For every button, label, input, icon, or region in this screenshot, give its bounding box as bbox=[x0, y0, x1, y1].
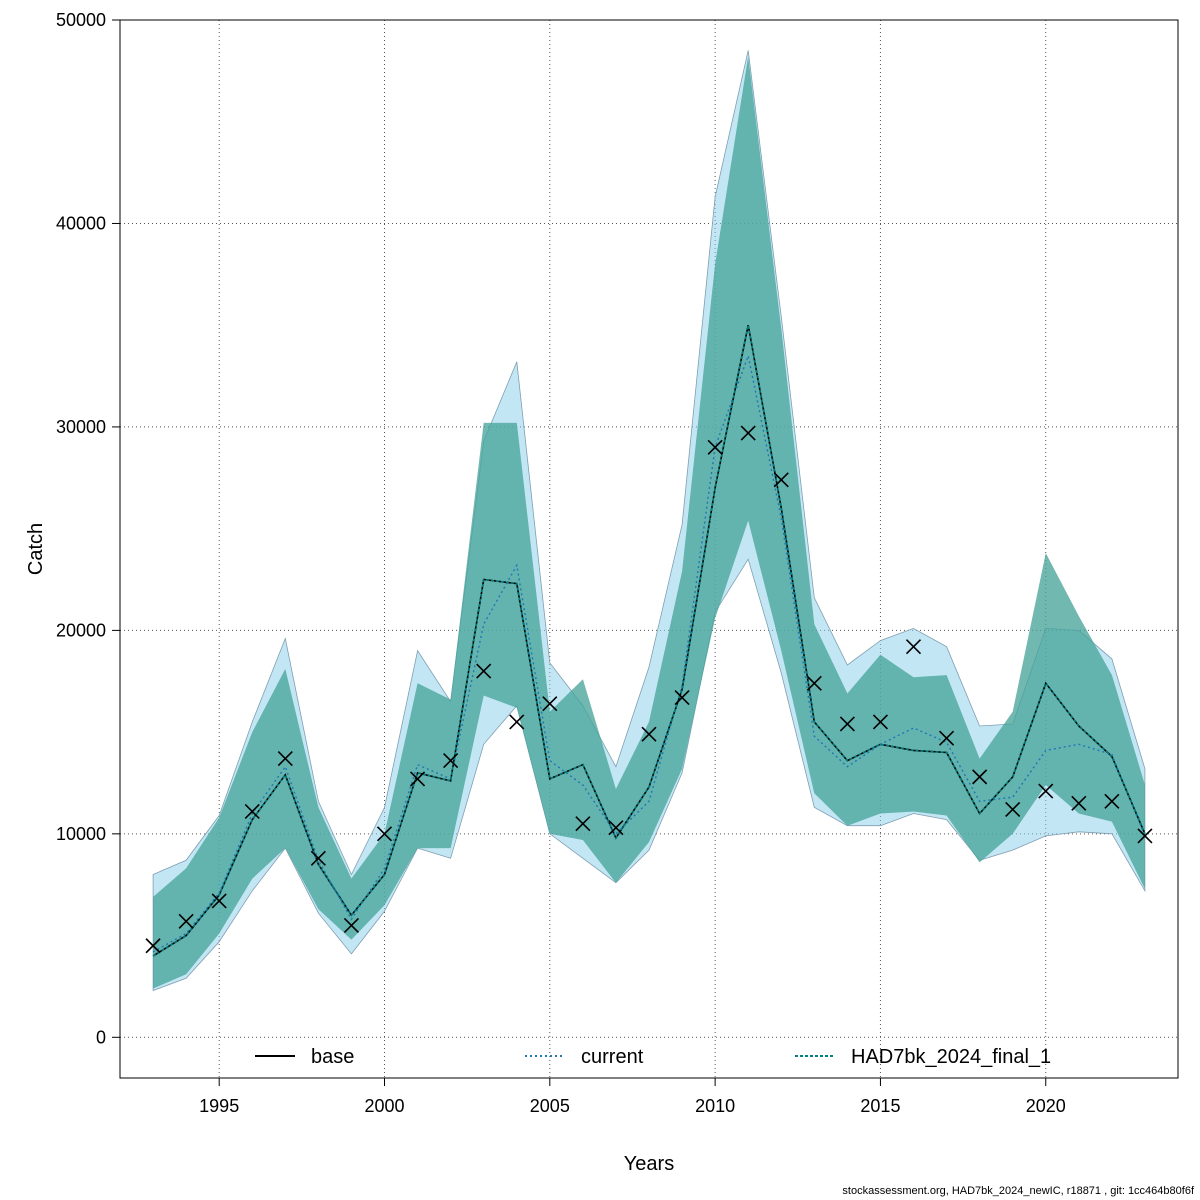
band-had7bk bbox=[153, 56, 1145, 989]
observed-point-2018 bbox=[972, 769, 988, 785]
observed-point-2015 bbox=[872, 714, 889, 730]
y-tick-label: 10000 bbox=[56, 824, 106, 844]
y-tick-label: 50000 bbox=[56, 10, 106, 30]
y-tick-label: 40000 bbox=[56, 213, 106, 233]
observed-point-1996 bbox=[244, 803, 260, 820]
observed-point-1999 bbox=[343, 917, 360, 933]
confidence-bands bbox=[152, 50, 1146, 992]
legend-label: current bbox=[581, 1046, 644, 1068]
observed-point-2011 bbox=[740, 425, 756, 441]
observed-point-2003 bbox=[476, 663, 492, 679]
x-tick-label: 2005 bbox=[530, 1096, 570, 1116]
observed-points bbox=[145, 425, 1153, 954]
observed-point-2012 bbox=[773, 472, 789, 488]
observed-point-1997 bbox=[277, 750, 293, 767]
y-tick-label: 30000 bbox=[56, 417, 106, 437]
observed-point-2010 bbox=[707, 439, 723, 455]
observed-point-2006 bbox=[575, 816, 591, 832]
observed-point-1998 bbox=[310, 850, 326, 866]
observed-point-2022 bbox=[1104, 793, 1120, 809]
observed-point-2001 bbox=[409, 771, 426, 787]
axes: 1995 2000 2005 2010 2015 2020 0 10000 20000 30000… bbox=[56, 10, 1066, 1116]
x-tick-label: 2015 bbox=[860, 1096, 900, 1116]
y-axis-label: Catch bbox=[25, 523, 47, 575]
y-tick-label: 0 bbox=[96, 1027, 106, 1047]
observed-point-2013 bbox=[806, 675, 822, 691]
observed-point-2007 bbox=[608, 820, 624, 836]
observed-point-2002 bbox=[443, 753, 459, 769]
x-tick-label: 2000 bbox=[364, 1096, 404, 1116]
observed-point-2004 bbox=[509, 714, 525, 730]
x-tick-label: 2020 bbox=[1026, 1096, 1066, 1116]
plot-frame bbox=[119, 19, 1179, 1079]
observed-point-1995 bbox=[211, 893, 227, 909]
series-line-HAD7bk_2024_final_1 bbox=[152, 325, 1146, 957]
observed-point-2009 bbox=[674, 689, 690, 706]
observed-point-2019 bbox=[1005, 801, 1021, 817]
x-tick-label: 2010 bbox=[695, 1096, 735, 1116]
series-lines bbox=[152, 325, 1146, 957]
legend: base current HAD7bk_2024_final_1 bbox=[255, 1046, 1051, 1068]
observed-point-1994 bbox=[178, 913, 194, 929]
y-tick-label: 20000 bbox=[56, 620, 106, 640]
observed-point-2005 bbox=[542, 696, 558, 712]
observed-point-2016 bbox=[905, 639, 922, 655]
observed-point-2000 bbox=[376, 826, 393, 842]
observed-point-2017 bbox=[938, 730, 955, 746]
x-tick-label: 1995 bbox=[199, 1096, 239, 1116]
legend-label: base bbox=[311, 1046, 354, 1068]
observed-point-2008 bbox=[641, 726, 657, 742]
x-axis-label: Years bbox=[624, 1153, 674, 1175]
grid-lines bbox=[120, 19, 1178, 1078]
observed-point-2014 bbox=[839, 716, 855, 732]
band-base bbox=[153, 56, 1145, 989]
observed-point-2020 bbox=[1038, 783, 1054, 799]
series-line-current bbox=[152, 353, 1146, 953]
legend-label: HAD7bk_2024_final_1 bbox=[851, 1046, 1051, 1068]
observed-point-2023 bbox=[1137, 828, 1153, 844]
footer-credit: stockassessment.org, HAD7bk_2024_newIC, … bbox=[842, 1185, 1194, 1197]
observed-point-1993 bbox=[145, 938, 161, 954]
observed-point-2021 bbox=[1071, 795, 1087, 811]
